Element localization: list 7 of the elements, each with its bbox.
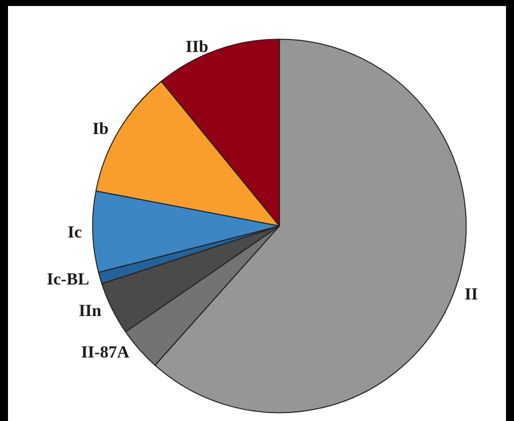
slice-label: II: [464, 284, 478, 304]
slice-label: Ic: [68, 222, 82, 242]
slice-label: Ic-BL: [46, 270, 90, 289]
slice-label: IIb: [186, 36, 208, 56]
slice-label: IIn: [78, 300, 102, 320]
slice-label: II-87A: [81, 342, 130, 362]
slice-label: Ib: [92, 118, 109, 138]
